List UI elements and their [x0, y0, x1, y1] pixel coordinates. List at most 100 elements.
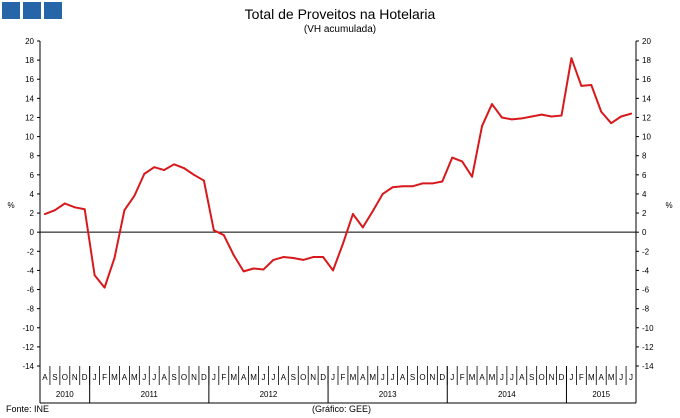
y-tick-label-left: 6 [30, 171, 35, 180]
month-label: N [549, 373, 555, 382]
data-point [272, 258, 275, 261]
data-point [242, 270, 245, 273]
data-point [133, 194, 136, 197]
data-point [630, 112, 632, 115]
month-label: M [250, 373, 257, 382]
data-point [173, 163, 176, 166]
data-point [451, 156, 454, 159]
data-point [520, 117, 523, 120]
month-label: O [539, 373, 545, 382]
y-tick-label-left: 14 [25, 94, 34, 103]
month-label: N [310, 373, 316, 382]
series-line [43, 57, 633, 289]
data-point [222, 234, 225, 236]
month-label: A [241, 373, 247, 382]
month-label: D [439, 373, 445, 382]
month-label: S [529, 373, 534, 382]
data-point [381, 193, 384, 195]
month-label: O [62, 373, 68, 382]
data-point [153, 166, 156, 169]
y-axis-label-left: % [7, 201, 14, 210]
chart-subtitle: (VH acumulada) [303, 24, 377, 35]
month-label: J [510, 373, 514, 382]
chart-title: Total de Proveitos na Hotelaria [244, 6, 436, 22]
year-label: 2013 [379, 390, 397, 399]
y-tick-label-right: -2 [642, 247, 650, 256]
month-label: M [369, 373, 376, 382]
data-point [282, 256, 285, 258]
y-tick-label-left: 18 [25, 56, 34, 65]
month-label: S [291, 373, 296, 382]
month-label: M [489, 373, 496, 382]
y-tick-label-left: 0 [30, 228, 35, 237]
data-point [312, 256, 315, 258]
data-point [73, 206, 76, 209]
y-tick-label-right: 8 [642, 152, 647, 161]
y-tick-label-left: -10 [22, 324, 34, 333]
y-tick-label-left: -8 [27, 305, 35, 314]
month-label: J [262, 373, 266, 382]
data-point [620, 115, 622, 118]
y-tick-label-right: 12 [642, 113, 651, 122]
month-label: F [341, 373, 346, 382]
month-label: J [629, 373, 633, 382]
y-tick-label-left: 16 [25, 75, 34, 84]
month-label: J [450, 373, 454, 382]
data-point [262, 268, 265, 271]
data-point [83, 208, 86, 211]
month-label: A [161, 373, 167, 382]
month-label: N [72, 373, 78, 382]
y-tick-label-right: -4 [642, 266, 650, 275]
year-label: 2010 [56, 390, 74, 399]
month-label: N [191, 373, 197, 382]
data-point [570, 57, 573, 60]
data-point [441, 180, 444, 183]
month-label: M [111, 373, 118, 382]
data-point [342, 242, 344, 245]
y-tick-label-left: 2 [30, 209, 35, 218]
source-note: Fonte: INE [6, 404, 50, 414]
logo-square-1 [2, 2, 20, 19]
y-tick-label-left: 10 [25, 133, 34, 142]
month-label: D [82, 373, 88, 382]
data-point [232, 254, 235, 257]
data-point [113, 257, 116, 259]
y-tick-label-right: 14 [642, 94, 651, 103]
month-label: M [469, 373, 476, 382]
month-label: A [400, 373, 406, 382]
month-label: A [479, 373, 485, 382]
month-label: J [381, 373, 385, 382]
month-label: M [350, 373, 357, 382]
month-label: J [619, 373, 623, 382]
y-tick-label-right: 6 [642, 171, 647, 180]
y-tick-label-left: -14 [22, 362, 34, 371]
y-tick-label-left: -6 [27, 286, 35, 295]
data-point [610, 122, 613, 125]
y-tick-label-right: -6 [642, 286, 650, 295]
data-point [203, 179, 205, 182]
y-tick-label-left: 8 [30, 152, 35, 161]
data-point [491, 103, 493, 105]
data-point [590, 84, 593, 86]
month-label: J [142, 373, 146, 382]
month-label: M [131, 373, 138, 382]
month-label: A [360, 373, 366, 382]
year-label: 2014 [498, 390, 516, 399]
year-label: 2015 [592, 390, 610, 399]
month-label: S [410, 373, 415, 382]
month-label: A [122, 373, 128, 382]
data-point [481, 125, 483, 127]
data-point [431, 182, 434, 185]
data-point [103, 286, 106, 289]
y-tick-label-left: 4 [30, 190, 35, 199]
month-label: N [429, 373, 435, 382]
y-tick-label-left: 12 [25, 113, 34, 122]
data-point [530, 115, 533, 118]
data-point [63, 202, 66, 205]
logo-square-3 [44, 2, 62, 19]
month-label: F [579, 373, 584, 382]
month-label: J [331, 373, 335, 382]
y-tick-label-right: 10 [642, 133, 651, 142]
month-label: J [391, 373, 395, 382]
